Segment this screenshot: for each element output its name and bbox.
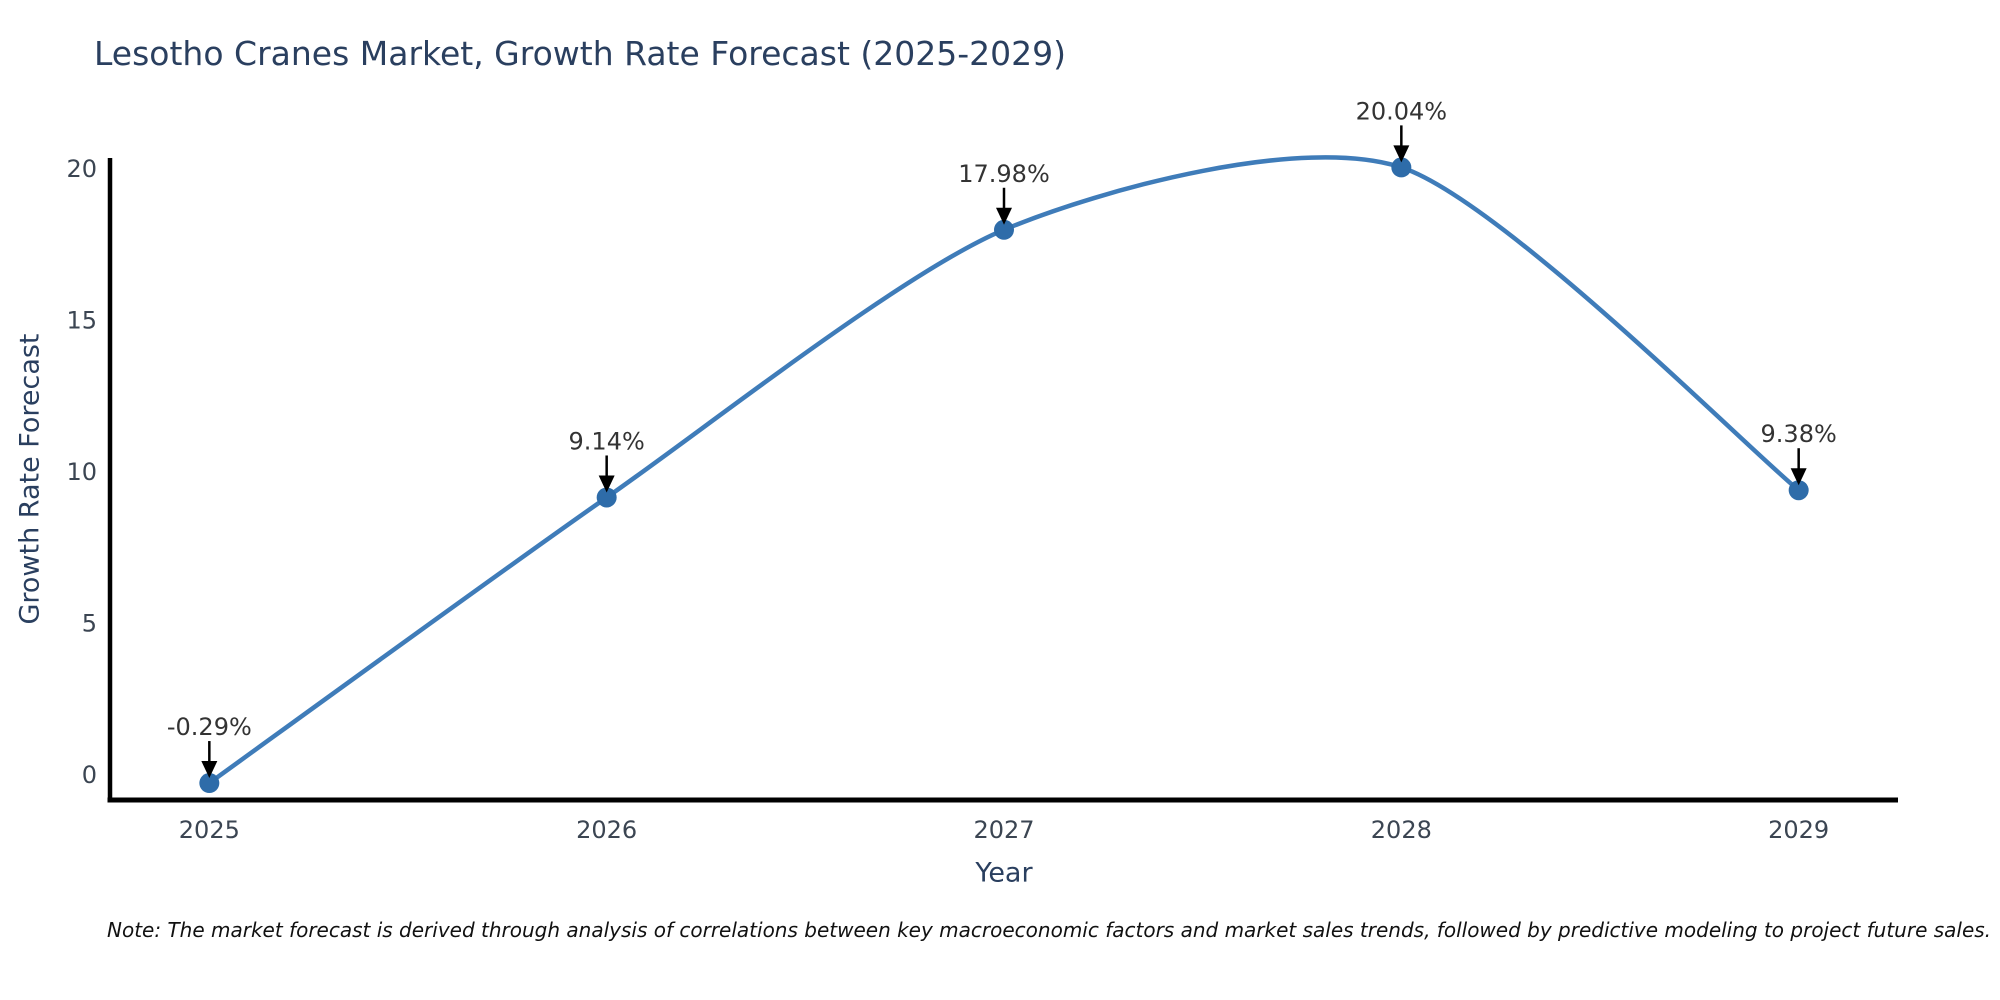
x-tick-label: 2028 [1371, 816, 1432, 844]
data-point-label: 9.38% [1761, 420, 1837, 448]
x-tick-label: 2029 [1768, 816, 1829, 844]
x-tick-label: 2026 [576, 816, 637, 844]
y-tick-label: 10 [66, 458, 97, 486]
annotation-arrowhead [1393, 145, 1410, 163]
y-tick-label: 0 [82, 761, 97, 789]
growth-rate-line [207, 155, 1801, 786]
data-point-marker [199, 773, 220, 794]
y-tick-label: 5 [82, 609, 97, 637]
data-point-label: 20.04% [1356, 97, 1448, 125]
data-point-label: 17.98% [958, 160, 1050, 188]
x-axis-title: Year [975, 857, 1033, 889]
chart-title: Lesotho Cranes Market, Growth Rate Forec… [94, 34, 1067, 73]
data-point-marker [1391, 157, 1412, 178]
x-tick-label: 2027 [973, 816, 1034, 844]
data-point-label: 9.14% [569, 427, 645, 455]
y-axis-title: Growth Rate Forecast [14, 333, 46, 625]
data-point-marker [596, 487, 617, 508]
annotation-arrowhead [1790, 468, 1807, 486]
annotation-arrowhead [201, 761, 218, 779]
annotation-arrowhead [598, 475, 615, 493]
y-tick-label: 15 [66, 307, 97, 335]
data-point-label: -0.29% [167, 713, 252, 741]
y-tick-label: 20 [66, 155, 97, 183]
data-point-marker [994, 219, 1014, 240]
annotation-arrowhead [996, 207, 1012, 225]
footnote-text: Note: The market forecast is derived thr… [107, 918, 1992, 942]
data-point-marker [1788, 480, 1809, 501]
x-tick-label: 2025 [179, 816, 240, 844]
